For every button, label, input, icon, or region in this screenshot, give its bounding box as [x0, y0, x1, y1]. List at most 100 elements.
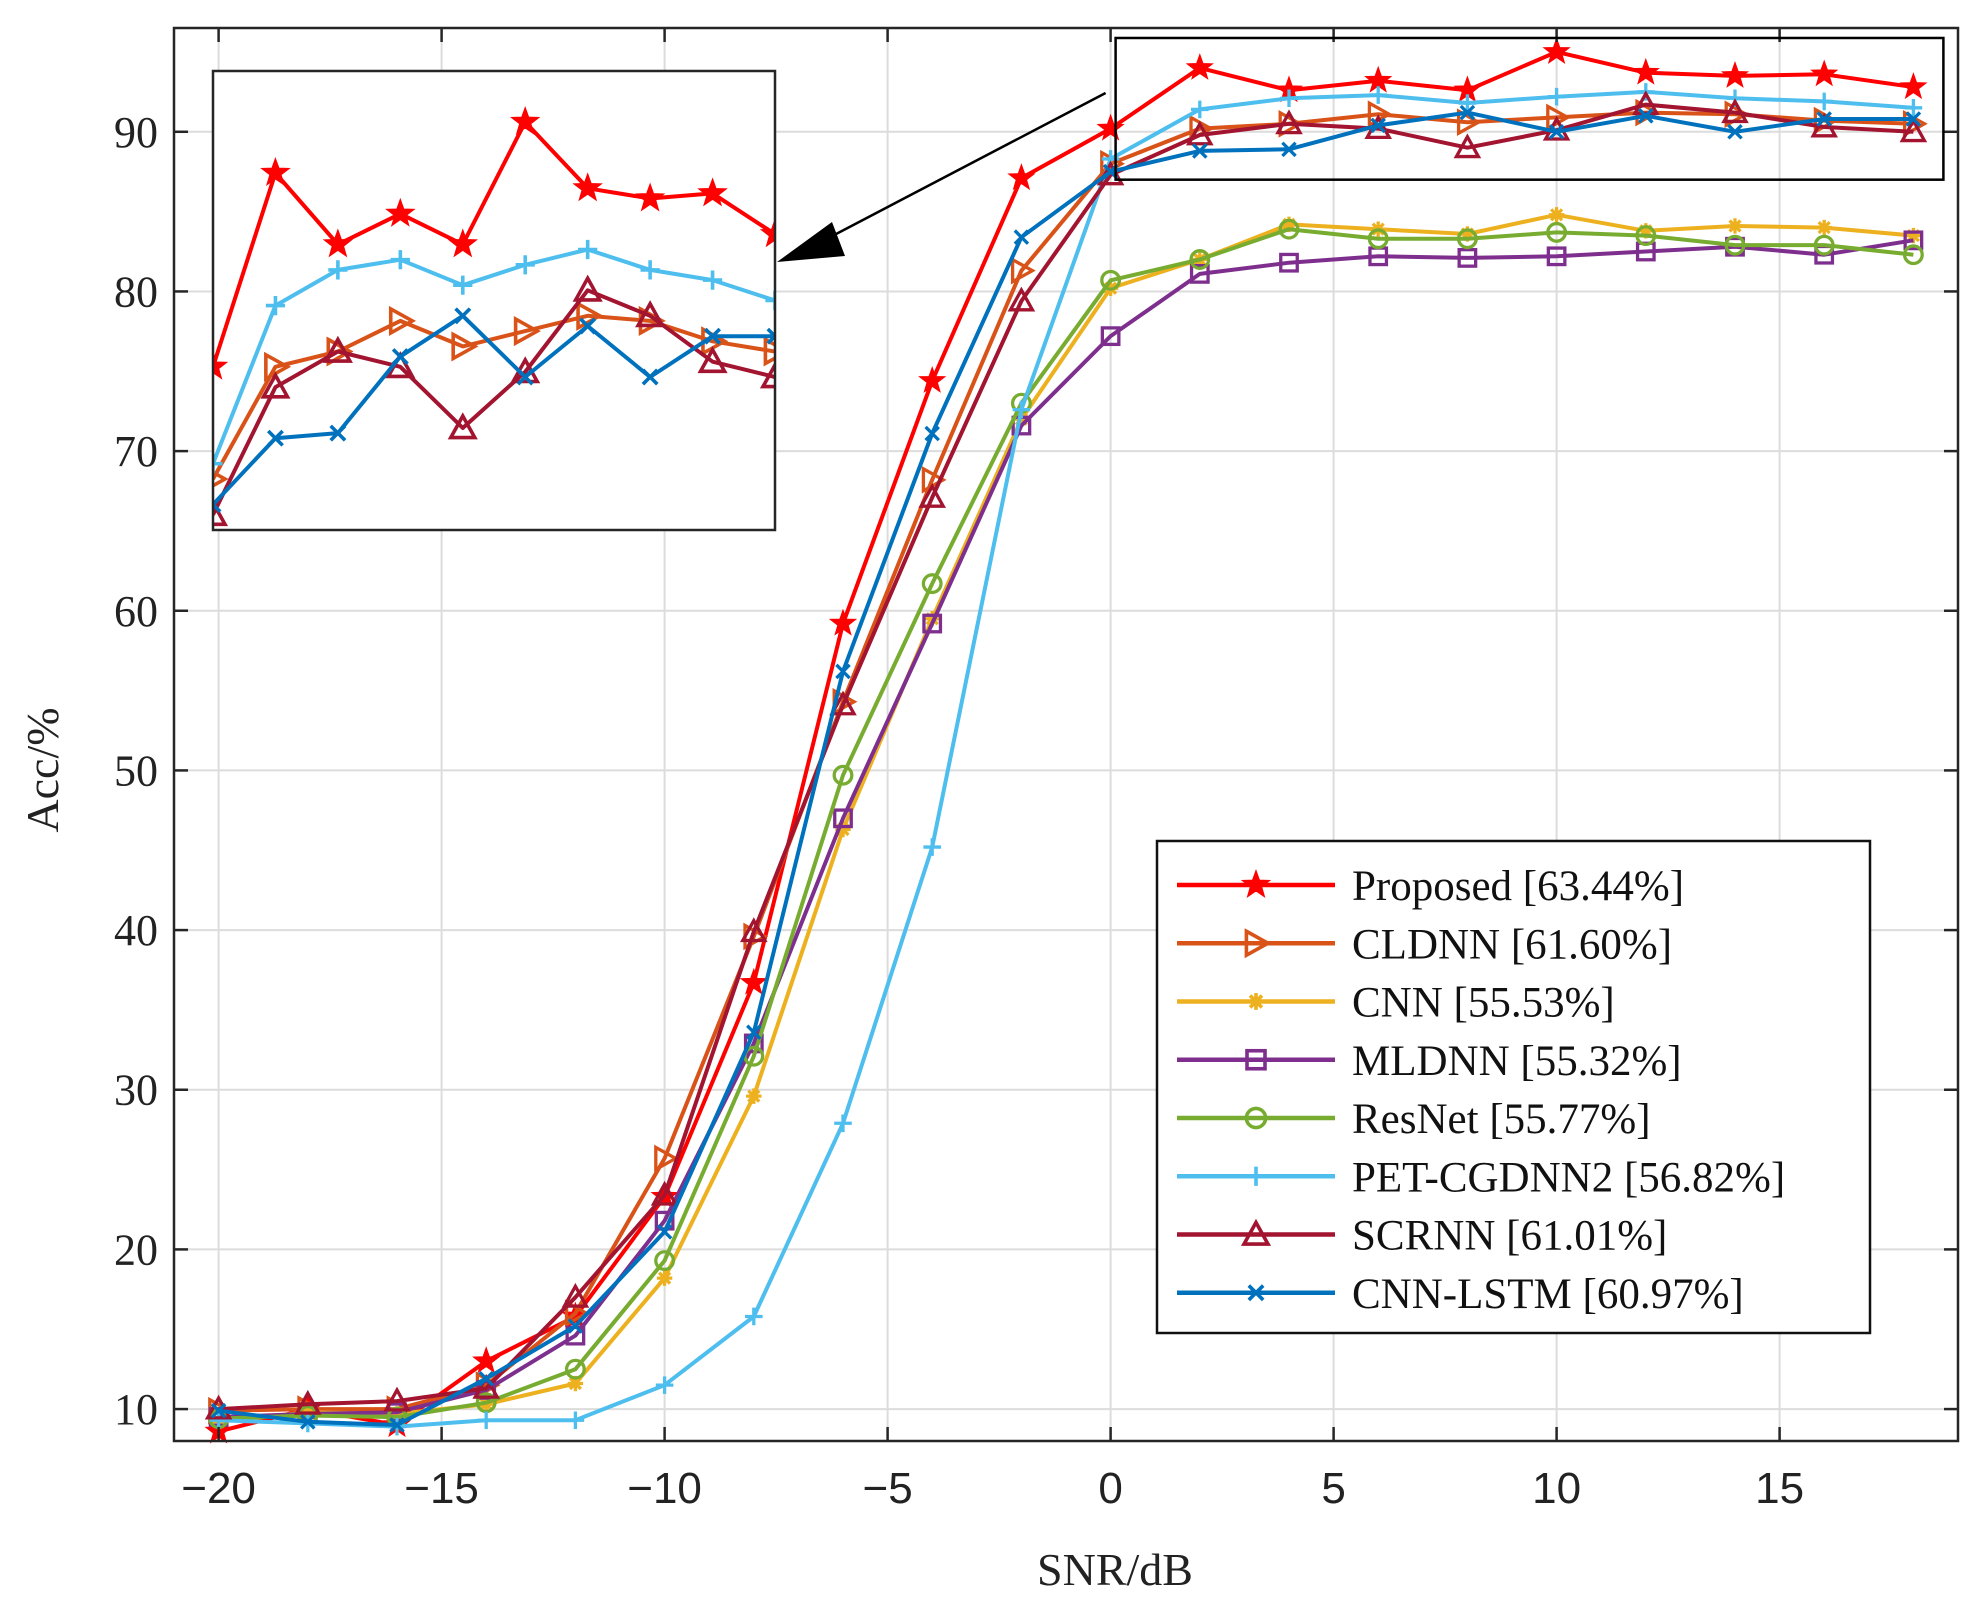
data-point-pet-cgdnn2	[1547, 87, 1566, 106]
data-point-cldnn	[1010, 256, 1036, 285]
data-point-pet-cgdnn2	[566, 1411, 585, 1430]
data-point-proposed	[828, 608, 858, 636]
inset-data-point-cnn-lstm	[579, 317, 597, 335]
series-scrnn	[204, 90, 1928, 1420]
inset-data-point-cldnn	[451, 331, 479, 362]
data-point-cnn-lstm	[835, 663, 851, 680]
inset-data-point-scrnn	[572, 274, 603, 302]
data-point-pet-cgdnn2	[1815, 92, 1833, 111]
zoom-arrow-head	[777, 222, 845, 262]
x-tick-label: −10	[627, 1464, 702, 1513]
data-point-scrnn	[1721, 98, 1749, 124]
legend-entry-cldnn: CLDNN [61.60%]	[1177, 921, 1672, 968]
data-point-proposed	[1364, 65, 1393, 93]
inset-data-point-pet-cgdnn2	[328, 260, 348, 280]
inset-data-point-scrnn	[635, 300, 666, 328]
inset-data-point-proposed	[385, 197, 416, 227]
data-point-cnn-lstm	[300, 1414, 316, 1430]
data-point-cnn	[656, 1270, 673, 1286]
inset-data-point-cldnn	[763, 336, 775, 367]
data-point-cnn-lstm	[210, 1402, 227, 1419]
data-point-scrnn	[1631, 90, 1660, 116]
series-line-pet-cgdnn2	[218, 89, 1914, 1429]
data-point-cnn	[835, 821, 851, 838]
data-point-cnn-lstm	[1281, 141, 1297, 158]
data-point-cldnn	[1456, 108, 1482, 137]
legend-label-cnn: CNN [55.53%]	[1352, 980, 1615, 1027]
inset-data-point-cldnn	[264, 351, 292, 382]
legend-label-scrnn: SCRNN [61.01%]	[1352, 1213, 1667, 1260]
inset-data-point-pet-cgdnn2	[453, 275, 473, 295]
data-point-cnn	[1548, 207, 1565, 223]
data-point-resnet	[1546, 221, 1568, 243]
legend: Proposed [63.44%] CLDNN [61.60%] CNN [55.5…	[1155, 839, 1872, 1335]
data-point-proposed	[1899, 72, 1928, 100]
data-point-resnet	[564, 1358, 586, 1380]
inset-data-point-cnn-lstm	[329, 424, 347, 442]
inset-data-point-cnn-lstm	[704, 327, 722, 345]
inset-frame	[211, 69, 777, 532]
y-tick-label: 20	[114, 1225, 158, 1274]
data-point-cnn	[1281, 216, 1297, 233]
data-point-mldnn	[1279, 252, 1299, 273]
data-point-pet-cgdnn2	[209, 1411, 228, 1430]
inset-series-proposed	[213, 105, 775, 380]
data-point-cldnn	[654, 1144, 679, 1173]
inset-data-point-cldnn	[326, 336, 354, 367]
y-tick-label: 30	[114, 1066, 158, 1115]
data-point-proposed	[1542, 37, 1571, 65]
legend-marker-resnet	[1244, 1106, 1268, 1130]
data-point-resnet	[921, 573, 943, 595]
legend-marker-cldnn	[1244, 928, 1272, 959]
data-point-cnn	[1727, 218, 1743, 234]
series-line-cnn-lstm	[218, 110, 1914, 1427]
data-point-resnet	[1278, 218, 1300, 240]
y-tick-label: 80	[114, 267, 158, 316]
data-point-pet-cgdnn2	[1369, 86, 1387, 104]
legend-entry-cnn-lstm: CNN-LSTM [60.97%]	[1177, 1271, 1744, 1318]
inset-data-point-proposed	[572, 172, 603, 202]
data-point-cnn-lstm	[1370, 117, 1386, 134]
zoom-arrow-line	[816, 91, 1107, 246]
series-pet-cgdnn2	[209, 83, 1923, 1436]
inset-data-point-pet-cgdnn2	[702, 270, 723, 290]
series-line-resnet	[218, 227, 1914, 1421]
legend-label-cldnn: CLDNN [61.60%]	[1352, 921, 1672, 968]
series-layer	[204, 37, 1928, 1444]
data-point-pet-cgdnn2	[834, 1114, 852, 1133]
legend-marker-proposed	[1240, 868, 1272, 899]
data-point-cnn-lstm	[478, 1370, 494, 1387]
data-point-scrnn	[1185, 120, 1214, 146]
data-point-cnn-lstm	[924, 425, 940, 442]
data-point-pet-cgdnn2	[477, 1411, 495, 1430]
inset-background	[213, 71, 775, 530]
inset-series-line-cnn-lstm	[213, 313, 775, 506]
legend-marker-cnn	[1247, 993, 1265, 1010]
data-point-proposed	[1631, 57, 1660, 85]
inset-data-point-proposed	[447, 228, 479, 258]
x-tick-label: −15	[404, 1464, 479, 1513]
x-axis-label: SNR/dB	[1037, 1544, 1193, 1595]
series-line-mldnn	[218, 238, 1914, 1420]
inset-data-point-proposed	[697, 177, 728, 207]
data-point-scrnn	[739, 917, 768, 943]
y-tick-label: 60	[114, 587, 158, 636]
data-point-cnn-lstm	[1459, 104, 1476, 121]
data-point-cnn	[1816, 219, 1832, 236]
data-point-scrnn	[1275, 109, 1303, 135]
legend-marker-cnn-lstm	[1247, 1284, 1265, 1302]
legend-label-pet-cgdnn2: PET-CGDNN2 [56.82%]	[1352, 1154, 1785, 1201]
inset-series-scrnn	[213, 274, 775, 527]
data-point-cnn-lstm	[389, 1417, 405, 1433]
inset-data-point-cnn-lstm	[766, 327, 775, 345]
inset-data-point-pet-cgdnn2	[265, 296, 286, 316]
data-point-scrnn	[472, 1373, 501, 1399]
legend-entry-proposed: Proposed [63.44%]	[1177, 863, 1684, 910]
inset-plot-area	[213, 105, 775, 527]
data-point-proposed	[1720, 60, 1750, 88]
data-point-cnn	[567, 1375, 584, 1392]
inset-data-point-scrnn	[260, 371, 291, 399]
inset-series-line-proposed	[213, 120, 775, 368]
x-tick-label: −5	[863, 1464, 913, 1513]
inset-series-pet-cgdnn2	[213, 239, 775, 474]
